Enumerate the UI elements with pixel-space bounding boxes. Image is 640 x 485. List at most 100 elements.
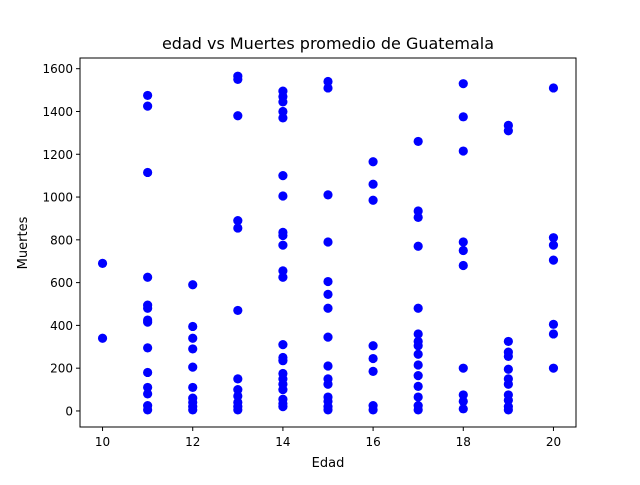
data-point	[233, 384, 243, 395]
data-point	[278, 191, 288, 201]
data-point	[188, 333, 198, 343]
data-point	[143, 382, 153, 393]
data-point	[368, 157, 378, 167]
data-point	[188, 382, 198, 393]
data-point	[278, 171, 288, 181]
data-point	[368, 405, 378, 415]
data-point	[458, 396, 468, 406]
x-tick-label: 20	[546, 435, 561, 449]
data-point	[323, 303, 333, 313]
data-point	[458, 146, 468, 156]
data-point	[278, 106, 288, 117]
data-point	[368, 353, 378, 364]
chart-title: edad vs Muertes promedio de Guatemala	[162, 34, 494, 53]
data-point	[323, 379, 333, 389]
data-point	[233, 111, 243, 121]
data-point	[323, 190, 333, 200]
data-point	[458, 79, 468, 89]
y-tick-label: 1600	[42, 62, 73, 76]
x-tick-label: 14	[275, 435, 290, 449]
y-tick-label: 800	[50, 233, 73, 247]
data-point	[548, 240, 559, 250]
data-point	[323, 405, 333, 415]
data-point	[233, 215, 243, 226]
data-point	[368, 179, 378, 189]
y-axis-label: Muertes	[16, 216, 31, 269]
data-point	[323, 76, 333, 87]
data-point	[97, 258, 108, 268]
data-point	[278, 384, 288, 395]
data-point	[143, 343, 153, 353]
data-point	[188, 280, 198, 290]
data-point	[548, 233, 559, 243]
data-point	[413, 241, 423, 251]
data-point	[143, 405, 153, 415]
data-point	[413, 303, 423, 313]
data-point	[413, 341, 423, 351]
data-point	[278, 272, 288, 282]
data-point	[458, 112, 468, 122]
data-point	[278, 266, 288, 276]
x-tick-label: 18	[456, 435, 471, 449]
data-point	[233, 305, 243, 316]
data-point	[458, 245, 468, 256]
data-point	[233, 223, 243, 233]
data-point	[188, 362, 198, 372]
data-point	[233, 374, 243, 384]
data-point	[413, 381, 423, 391]
data-point	[413, 329, 423, 339]
x-axis: 10 12 14 16 18 20	[95, 427, 561, 449]
y-tick-label: 600	[50, 276, 73, 290]
data-point	[503, 336, 513, 347]
data-point	[143, 272, 153, 282]
data-point	[458, 363, 468, 373]
data-point	[143, 389, 153, 399]
x-tick-label: 12	[185, 435, 200, 449]
data-point	[413, 349, 423, 359]
data-point	[503, 126, 513, 136]
data-point	[548, 83, 559, 93]
data-point	[503, 364, 513, 374]
data-point	[143, 167, 153, 178]
data-point	[413, 206, 423, 216]
data-point	[413, 360, 423, 370]
data-point	[233, 391, 243, 401]
data-point	[458, 260, 468, 271]
data-point	[503, 395, 513, 405]
data-point	[368, 195, 378, 205]
data-point	[503, 379, 513, 389]
data-point	[458, 237, 468, 247]
y-tick-label: 200	[50, 362, 73, 376]
data-point	[368, 341, 378, 351]
data-point	[323, 83, 333, 93]
data-point	[188, 405, 198, 415]
data-point	[143, 101, 153, 111]
data-point	[413, 212, 423, 222]
data-point	[278, 230, 288, 241]
data-point	[278, 240, 288, 250]
data-point	[278, 402, 288, 412]
y-tick-label: 400	[50, 319, 73, 333]
data-point	[413, 371, 423, 381]
data-point	[233, 405, 243, 415]
data-point	[188, 321, 198, 332]
y-axis: 0 200 400 600 800 1000 1200 1400 1600	[42, 62, 80, 418]
data-point	[143, 90, 153, 101]
plot-frame	[79, 57, 577, 428]
data-point	[548, 329, 559, 339]
data-point	[458, 404, 468, 414]
data-point	[548, 319, 559, 329]
y-tick-label: 1000	[42, 191, 73, 205]
data-point	[368, 366, 378, 376]
data-point	[458, 390, 468, 400]
data-point	[97, 333, 108, 343]
data-point	[323, 332, 333, 342]
data-point	[188, 344, 198, 354]
x-tick-label: 10	[95, 435, 110, 449]
plot-area	[97, 71, 559, 415]
data-point	[548, 255, 559, 265]
data-point	[323, 237, 333, 247]
data-point	[323, 289, 333, 299]
